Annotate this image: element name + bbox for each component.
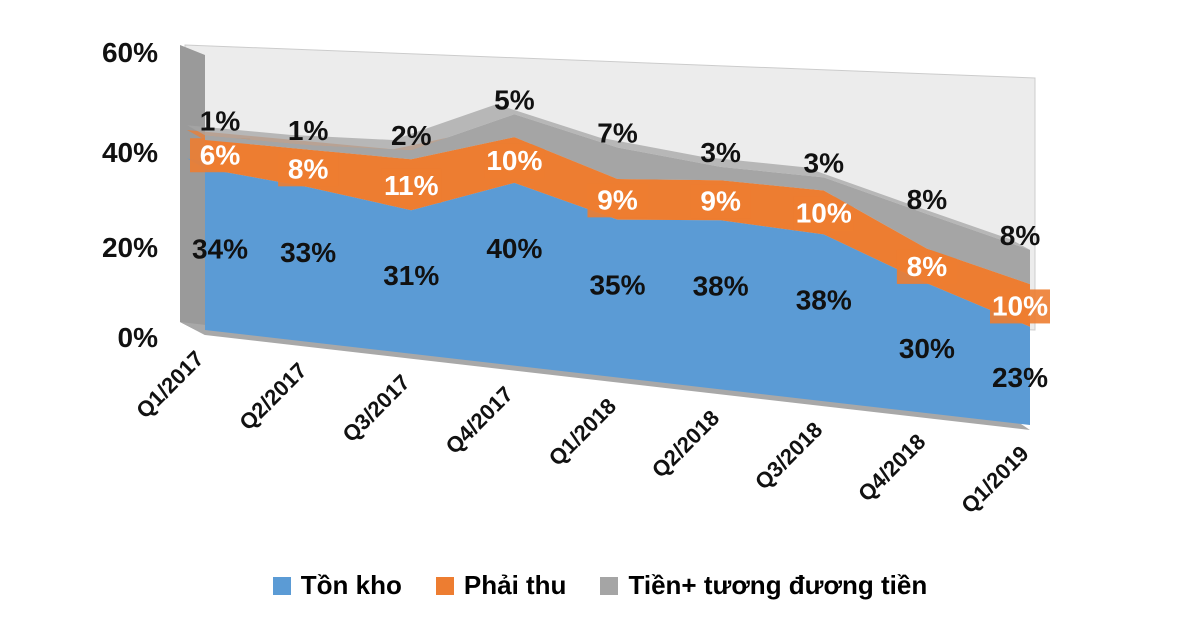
legend-swatch <box>435 576 454 595</box>
data-label-0-6: 38% <box>796 284 852 315</box>
legend-swatch <box>600 576 619 595</box>
legend: Tồn kho Phải thu Tiền+ tương đương tiền <box>0 570 1200 601</box>
y-tick: 20% <box>102 232 158 263</box>
y-tick: 60% <box>102 37 158 68</box>
data-label-1-5: 9% <box>700 185 741 216</box>
data-label-0-4: 35% <box>589 270 645 301</box>
data-label-box <box>896 249 957 284</box>
data-label-box <box>793 196 854 231</box>
x-tick: Q3/2017 <box>337 370 414 447</box>
data-label-2-8: 8% <box>1000 220 1041 251</box>
data-label-2-1: 1% <box>288 115 329 146</box>
data-label-2-6: 3% <box>804 147 845 178</box>
data-label-2-2: 2% <box>391 120 432 151</box>
data-label-box <box>690 184 751 219</box>
x-tick: Q2/2018 <box>647 405 724 482</box>
legend-item: Phải thu <box>435 570 567 601</box>
data-label-0-1: 33% <box>280 237 336 268</box>
data-label-box <box>190 138 250 173</box>
x-tick: Q4/2018 <box>853 429 930 506</box>
y-tick: 40% <box>102 137 158 168</box>
data-label-1-4: 9% <box>597 184 638 215</box>
data-label-0-0: 34% <box>192 234 248 265</box>
data-label-2-3: 5% <box>494 84 535 115</box>
data-label-1-3: 10% <box>486 145 542 176</box>
data-label-2-5: 3% <box>700 137 741 168</box>
data-label-1-2: 11% <box>384 170 439 201</box>
x-tick: Q4/2017 <box>441 381 518 458</box>
x-tick: Q1/2019 <box>956 441 1033 518</box>
data-label-2-0: 1% <box>200 105 241 136</box>
data-label-box <box>484 143 545 178</box>
data-label-box <box>278 152 339 187</box>
data-label-0-8: 23% <box>992 362 1048 393</box>
area-top-2 <box>187 104 1030 250</box>
data-label-box <box>990 289 1050 324</box>
side-wall <box>180 45 205 335</box>
data-label-1-6: 10% <box>796 197 852 228</box>
data-label-1-0: 6% <box>200 139 241 170</box>
legend-item: Tồn kho <box>272 570 402 601</box>
x-tick: Q1/2018 <box>544 393 621 470</box>
y-tick: 0% <box>118 322 159 353</box>
data-label-box <box>587 183 648 218</box>
data-label-2-4: 7% <box>597 117 638 148</box>
x-tick: Q1/2017 <box>131 346 208 423</box>
data-label-1-8: 10% <box>992 290 1048 321</box>
legend-label: Tồn kho <box>300 570 402 600</box>
data-label-1-7: 8% <box>907 251 948 282</box>
data-label-0-5: 38% <box>693 270 749 301</box>
area-series-0 <box>205 168 1030 425</box>
data-label-2-7: 8% <box>907 184 948 215</box>
data-label-box <box>381 168 442 203</box>
x-tick: Q2/2017 <box>234 358 311 435</box>
legend-swatch <box>272 576 291 595</box>
data-label-1-1: 8% <box>288 153 329 184</box>
x-tick: Q3/2018 <box>750 417 827 494</box>
legend-label: Phải thu <box>463 570 567 600</box>
data-label-0-7: 30% <box>899 333 955 364</box>
legend-item: Tiền+ tương đương tiền <box>600 570 927 601</box>
data-label-0-2: 31% <box>383 260 439 291</box>
data-label-0-3: 40% <box>486 233 542 264</box>
legend-label: Tiền+ tương đương tiền <box>628 570 928 600</box>
area-series-2 <box>205 114 1030 285</box>
